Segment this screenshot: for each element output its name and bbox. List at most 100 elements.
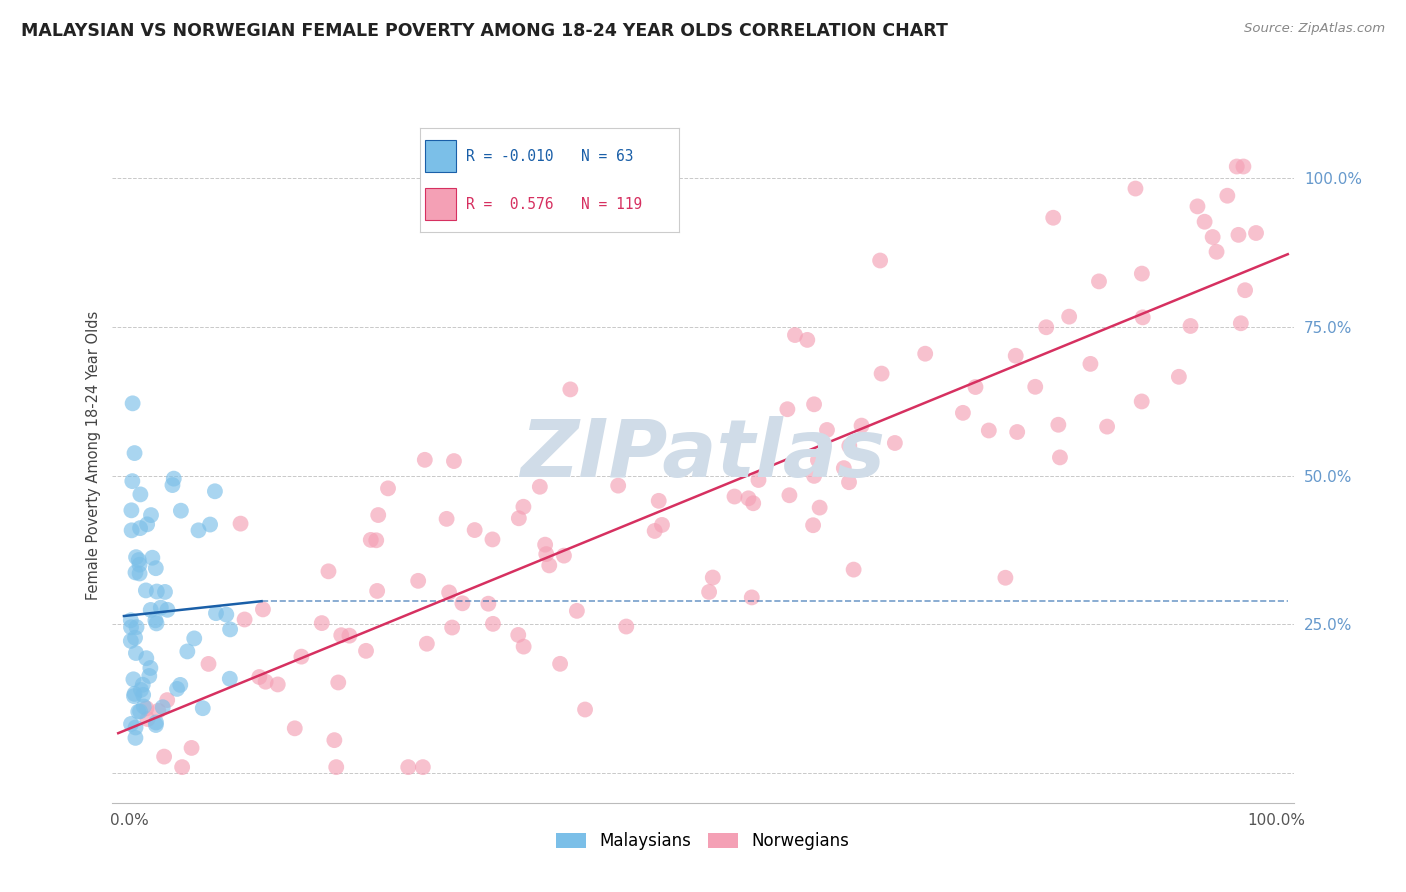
Point [124, 687, 146, 701]
Point [644, 524, 666, 538]
Point [254, 674, 277, 689]
Point [135, 701, 157, 715]
Point [1234, 283, 1257, 297]
Point [1194, 215, 1216, 229]
Point [187, 524, 209, 538]
Point [172, 760, 194, 774]
Point [145, 561, 167, 575]
Point [512, 640, 534, 654]
Point [129, 704, 152, 718]
Point [832, 461, 855, 475]
Point [742, 496, 765, 510]
Point [136, 712, 159, 726]
Point [170, 504, 193, 518]
Point [801, 518, 824, 533]
Point [145, 613, 167, 627]
Point [122, 689, 145, 703]
Point [124, 446, 146, 460]
Point [914, 347, 936, 361]
Point [318, 565, 340, 579]
Point [176, 644, 198, 658]
Point [120, 613, 142, 627]
Point [883, 436, 905, 450]
Point [127, 705, 149, 719]
Point [1232, 160, 1254, 174]
Point [129, 682, 152, 697]
Point [648, 493, 671, 508]
Point [697, 585, 720, 599]
Point [482, 616, 505, 631]
Point [191, 701, 214, 715]
Point [311, 616, 333, 631]
Point [183, 632, 205, 646]
Point [121, 474, 143, 488]
Point [156, 693, 179, 707]
Point [723, 490, 745, 504]
Point [538, 558, 561, 573]
Point [796, 333, 818, 347]
Point [136, 517, 159, 532]
Point [651, 517, 673, 532]
Point [145, 718, 167, 732]
Point [869, 253, 891, 268]
Legend: Malaysians, Norwegians: Malaysians, Norwegians [550, 826, 856, 857]
Point [412, 760, 434, 774]
Point [1187, 199, 1209, 213]
Point [122, 673, 145, 687]
Point [124, 566, 146, 580]
Point [808, 500, 831, 515]
Point [128, 566, 150, 581]
Point [125, 620, 148, 634]
Point [366, 533, 388, 548]
Point [166, 681, 188, 696]
Text: Source: ZipAtlas.com: Source: ZipAtlas.com [1244, 22, 1385, 36]
Point [1132, 310, 1154, 325]
Point [1049, 450, 1071, 465]
Point [135, 583, 157, 598]
Point [197, 657, 219, 671]
Point [952, 406, 974, 420]
Point [120, 620, 142, 634]
Point [153, 585, 176, 599]
Point [1180, 318, 1202, 333]
Point [1205, 244, 1227, 259]
Point [1024, 380, 1046, 394]
Point [965, 380, 987, 394]
Point [803, 397, 825, 411]
Y-axis label: Female Poverty Among 18-24 Year Olds: Female Poverty Among 18-24 Year Olds [86, 310, 101, 599]
Point [120, 633, 142, 648]
Point [803, 469, 825, 483]
Point [366, 583, 388, 598]
Point [284, 722, 307, 736]
Point [267, 677, 290, 691]
Point [354, 644, 377, 658]
Point [229, 516, 252, 531]
Point [215, 607, 238, 622]
Point [1005, 425, 1028, 439]
Point [464, 523, 486, 537]
Point [443, 454, 465, 468]
Point [132, 699, 155, 714]
Point [1130, 394, 1153, 409]
Point [838, 475, 860, 490]
Point [198, 517, 221, 532]
Point [152, 700, 174, 714]
Point [807, 453, 830, 467]
Point [153, 749, 176, 764]
Point [1035, 320, 1057, 334]
Point [124, 631, 146, 645]
Point [842, 563, 865, 577]
Point [508, 511, 530, 525]
Point [534, 538, 557, 552]
Point [477, 597, 499, 611]
Point [252, 602, 274, 616]
Point [290, 649, 312, 664]
Point [1080, 357, 1102, 371]
Point [339, 629, 361, 643]
Point [204, 484, 226, 499]
Point [776, 402, 799, 417]
Point [396, 760, 419, 774]
Point [1047, 417, 1070, 432]
Point [139, 508, 162, 522]
Point [360, 533, 382, 547]
